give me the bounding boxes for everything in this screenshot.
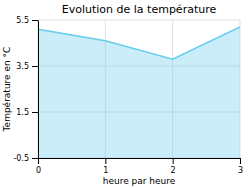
tick: 1.5 [16,108,38,117]
plot-area: 0 1 2 3 -0.5 1.5 3.5 5.5 [13,16,243,175]
tick-label: -0.5 [13,154,29,163]
grid [38,20,240,158]
area [38,27,240,158]
line [38,27,240,59]
tick-mark [173,158,174,164]
y-axis-title: Température en °C [2,47,12,133]
x-axis-title: heure par heure [103,176,176,186]
tick: 3 [238,158,243,175]
tick: 2 [171,158,176,175]
tick-label: 3 [238,166,243,175]
grid-line [38,20,240,21]
tick: 1 [103,158,108,175]
marks [38,27,240,158]
tick: 3.5 [16,62,38,71]
chart: 0 1 2 3 -0.5 1.5 3.5 5.5 Evolution de la tempéra… [0,0,250,188]
tick-label: 3.5 [16,62,29,71]
tick: 5.5 [16,16,38,25]
tick-mark [32,20,38,21]
axis-line [39,158,241,159]
tick: -0.5 [13,154,38,163]
tick-label: 5.5 [16,16,29,25]
axis-line [38,21,39,159]
tick-label: 0 [36,166,41,175]
tick-mark [240,158,241,164]
tick-label: 1.5 [16,108,29,117]
x-axis: 0 1 2 3 [36,158,243,175]
tick-mark [105,158,106,164]
tick-mark [32,112,38,113]
tick-label: 1 [103,166,108,175]
title: Evolution de la température [62,3,217,16]
tick: 0 [36,158,41,175]
tick-mark [38,158,39,164]
y-axis: -0.5 1.5 3.5 5.5 [13,16,38,163]
tick-label: 2 [171,166,176,175]
grid-line [38,20,39,158]
tick-mark [32,66,38,67]
tick-mark [32,158,38,159]
